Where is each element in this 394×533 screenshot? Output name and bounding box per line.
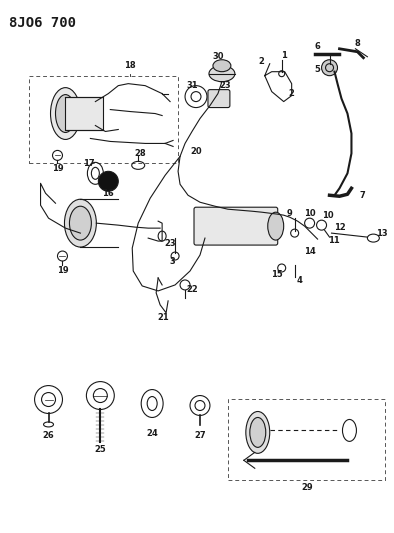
Text: 18: 18 bbox=[125, 61, 136, 70]
Text: 2: 2 bbox=[259, 57, 265, 66]
FancyBboxPatch shape bbox=[208, 90, 230, 108]
Text: 21: 21 bbox=[157, 313, 169, 322]
Bar bbox=[29, 76, 178, 164]
Text: 23: 23 bbox=[164, 239, 176, 248]
Bar bbox=[228, 399, 385, 480]
Text: 7: 7 bbox=[360, 191, 365, 200]
Text: 10: 10 bbox=[304, 209, 316, 217]
FancyBboxPatch shape bbox=[194, 207, 278, 245]
Text: 28: 28 bbox=[134, 149, 146, 158]
Text: 26: 26 bbox=[43, 431, 54, 440]
Text: 24: 24 bbox=[146, 429, 158, 438]
Text: 19: 19 bbox=[57, 266, 68, 276]
Ellipse shape bbox=[50, 87, 80, 140]
Text: 29: 29 bbox=[302, 483, 313, 492]
Text: 17: 17 bbox=[83, 159, 94, 168]
Text: 16: 16 bbox=[102, 189, 114, 198]
Text: 1: 1 bbox=[281, 51, 286, 60]
Text: 3: 3 bbox=[169, 256, 175, 265]
Ellipse shape bbox=[246, 411, 270, 454]
Ellipse shape bbox=[250, 417, 266, 447]
Text: 31: 31 bbox=[186, 81, 198, 90]
Text: 30: 30 bbox=[212, 52, 224, 61]
Text: 10: 10 bbox=[322, 211, 333, 220]
Text: 22: 22 bbox=[186, 285, 198, 294]
Text: 8JO6 700: 8JO6 700 bbox=[9, 16, 76, 30]
Ellipse shape bbox=[69, 206, 91, 240]
Text: 4: 4 bbox=[297, 277, 303, 286]
Text: 2: 2 bbox=[289, 89, 295, 98]
Text: 25: 25 bbox=[95, 445, 106, 454]
Text: 12: 12 bbox=[334, 223, 346, 232]
Text: 8: 8 bbox=[355, 39, 360, 49]
Ellipse shape bbox=[268, 212, 284, 240]
Text: 11: 11 bbox=[328, 236, 339, 245]
Text: 23: 23 bbox=[219, 81, 231, 90]
Circle shape bbox=[98, 171, 118, 191]
Ellipse shape bbox=[56, 95, 75, 133]
Text: 5: 5 bbox=[315, 65, 320, 74]
Ellipse shape bbox=[65, 199, 97, 247]
Text: 14: 14 bbox=[304, 247, 316, 255]
Text: 13: 13 bbox=[375, 229, 387, 238]
Text: 20: 20 bbox=[190, 147, 202, 156]
Bar bbox=[65, 96, 103, 131]
Text: 9: 9 bbox=[287, 209, 293, 217]
Text: 6: 6 bbox=[315, 42, 320, 51]
Text: 19: 19 bbox=[52, 164, 63, 173]
Ellipse shape bbox=[213, 60, 231, 72]
Text: 27: 27 bbox=[194, 431, 206, 440]
Circle shape bbox=[322, 60, 338, 76]
Text: 15: 15 bbox=[271, 270, 282, 279]
Ellipse shape bbox=[209, 66, 235, 82]
